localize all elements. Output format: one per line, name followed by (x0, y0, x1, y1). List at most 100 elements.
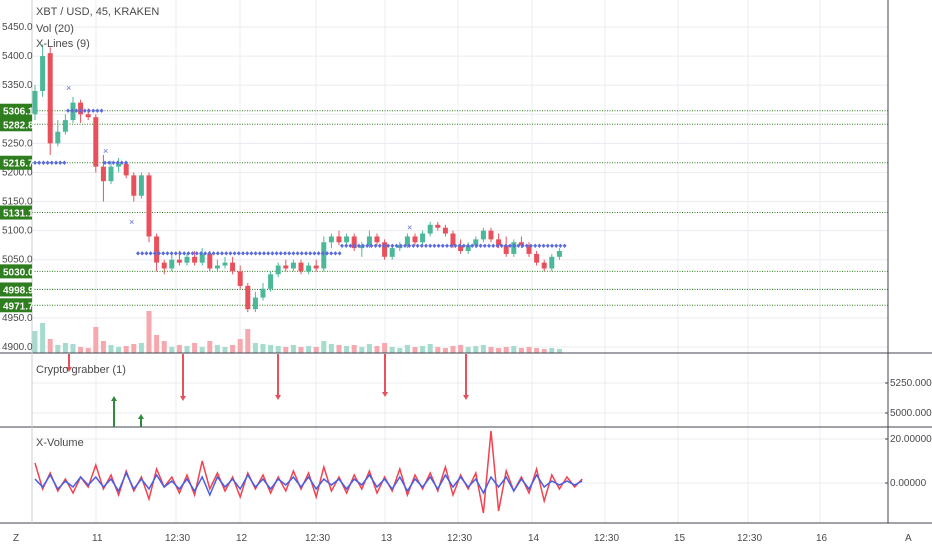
volume-bar (518, 348, 524, 353)
candle-body[interactable] (480, 230, 486, 240)
candle-body[interactable] (328, 236, 334, 243)
candle-body[interactable] (344, 236, 350, 243)
candle-body[interactable] (488, 230, 494, 240)
candle-body[interactable] (313, 265, 319, 269)
x-line-marker (558, 243, 563, 248)
candle-body[interactable] (214, 265, 220, 269)
volume-bar (541, 349, 547, 353)
candle-body[interactable] (420, 233, 426, 243)
candle-body[interactable] (549, 256, 555, 269)
volume-bar (214, 345, 220, 353)
candle-body[interactable] (116, 163, 122, 167)
x-lines-legend[interactable]: X-Lines (9) (36, 38, 90, 50)
candle-body[interactable] (298, 262, 304, 272)
candle-body[interactable] (518, 242, 524, 246)
x-volume-legend[interactable]: X-Volume (36, 437, 84, 449)
volume-bar (412, 347, 418, 353)
candle-body[interactable] (321, 242, 327, 269)
volume-bar (458, 345, 464, 353)
price-tick: 4900.0 (2, 342, 33, 353)
candle-body[interactable] (556, 251, 562, 257)
candle-body[interactable] (78, 102, 84, 115)
candle-body[interactable] (154, 236, 160, 263)
x-line-marker (398, 243, 403, 248)
x-cross-marker: × (66, 83, 71, 93)
candle-body[interactable] (473, 239, 479, 246)
candle-body[interactable] (260, 288, 266, 298)
symbol-legend[interactable]: XBT / USD, 45, KRAKEN (36, 6, 159, 18)
candle-body[interactable] (382, 242, 388, 257)
candle-body[interactable] (290, 262, 296, 269)
candle-body[interactable] (123, 163, 129, 176)
candlestick-series[interactable] (32, 44, 562, 313)
candle-body[interactable] (245, 285, 251, 310)
candle-body[interactable] (32, 91, 38, 115)
candle-body[interactable] (138, 175, 144, 196)
x-line-marker (369, 243, 374, 248)
vol-legend[interactable]: Vol (20) (36, 23, 74, 35)
candle-body[interactable] (306, 265, 312, 272)
volume-bar (321, 341, 327, 353)
candle-body[interactable] (389, 248, 395, 257)
candle-body[interactable] (176, 259, 182, 263)
candle-body[interactable] (465, 245, 471, 251)
candle-body[interactable] (199, 253, 205, 263)
x-line-marker (287, 251, 292, 256)
candle-body[interactable] (374, 236, 380, 243)
volume-bar (32, 331, 38, 353)
candle-body[interactable] (336, 236, 342, 243)
candle-body[interactable] (55, 131, 61, 144)
candle-body[interactable] (47, 53, 53, 144)
candle-body[interactable] (184, 256, 190, 263)
grabber-legend[interactable]: Crypto grabber (1) (36, 364, 126, 376)
candle-body[interactable] (275, 265, 281, 275)
candle-body[interactable] (458, 245, 464, 251)
x-line-marker (316, 251, 321, 256)
candle-body[interactable] (252, 297, 258, 310)
x-line-marker (340, 243, 344, 248)
candle-body[interactable] (40, 56, 46, 91)
candle-body[interactable] (496, 239, 502, 246)
time-axis-labels[interactable]: 11 12:30 12 12:30 13 12:30 14 12:30 15 12:30 16 (92, 533, 828, 544)
timezone-button[interactable]: Z (13, 533, 19, 544)
candle-body[interactable] (62, 120, 68, 132)
candle-body[interactable] (412, 236, 418, 243)
x-line-marker (325, 251, 329, 256)
candle-body[interactable] (541, 262, 547, 269)
x-line-marker (37, 160, 42, 165)
candle-body[interactable] (427, 224, 433, 234)
candle-body[interactable] (283, 265, 289, 269)
candle-body[interactable] (169, 259, 175, 269)
candle-body[interactable] (442, 227, 448, 234)
candle-body[interactable] (237, 271, 243, 286)
candle-body[interactable] (268, 274, 274, 289)
candle-body[interactable] (450, 233, 456, 246)
candle-body[interactable] (435, 224, 441, 228)
candle-body[interactable] (351, 236, 357, 249)
candle-body[interactable] (230, 262, 236, 272)
sell-signal-arrow (275, 395, 281, 400)
candle-body[interactable] (366, 236, 372, 246)
candle-body[interactable] (526, 245, 532, 254)
volume-bar (556, 349, 562, 353)
candle-body[interactable] (146, 175, 152, 237)
volume-bar (176, 345, 182, 353)
auto-scale-button[interactable]: A (905, 533, 912, 544)
candle-body[interactable] (222, 262, 228, 266)
x-line-marker (390, 243, 395, 248)
candle-body[interactable] (100, 166, 106, 182)
candle-body[interactable] (93, 117, 99, 167)
candle-body[interactable] (511, 242, 517, 254)
candle-body[interactable] (404, 236, 410, 246)
candle-body[interactable] (108, 166, 114, 182)
candle-body[interactable] (503, 245, 509, 254)
x-line-marker (403, 243, 407, 248)
candle-body[interactable] (534, 253, 540, 263)
candle-body[interactable] (85, 114, 91, 118)
candle-body[interactable] (131, 175, 137, 196)
candle-body[interactable] (192, 256, 198, 263)
candle-body[interactable] (207, 253, 213, 269)
candle-body[interactable] (161, 262, 167, 269)
